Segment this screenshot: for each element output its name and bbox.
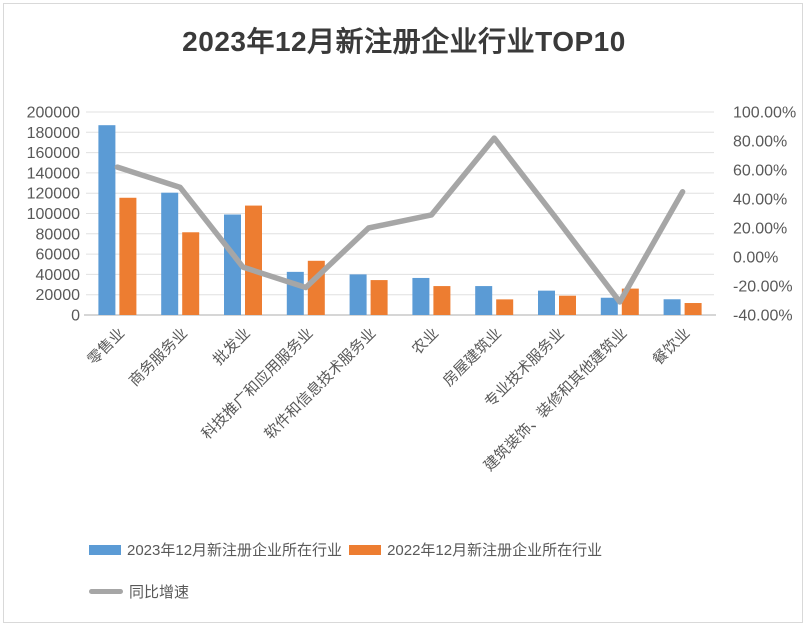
bar-2023	[600, 297, 618, 315]
x-axis-category-label: 餐饮业	[650, 325, 694, 369]
legend-label-2023: 2023年12月新注册企业所在行业	[127, 542, 343, 559]
x-axis-category-label: 软件和信息技术服务业	[261, 325, 379, 443]
left-axis-tick-label: 140000	[27, 165, 80, 182]
right-axis-tick-label: 40.00%	[733, 192, 787, 209]
x-axis-category-label: 农业	[409, 325, 442, 358]
legend-swatch-2022-bar-icon	[349, 544, 382, 555]
bar-2022	[182, 232, 200, 315]
legend-row-1: 2023年12月新注册企业所在行业 2022年12月新注册企业所在行业	[89, 539, 609, 560]
bar-2022	[119, 197, 137, 315]
bar-2022	[433, 286, 451, 315]
left-axis-tick-label: 180000	[27, 125, 80, 142]
left-axis-tick-label: 60000	[36, 247, 81, 264]
bar-2023	[538, 290, 555, 315]
bar-2022	[559, 295, 576, 315]
bar-2022	[496, 299, 514, 315]
bar-2023	[412, 277, 430, 315]
right-axis-tick-label: 80.00%	[733, 134, 787, 151]
bar-2023	[98, 125, 116, 315]
left-axis-tick-label: 100000	[27, 206, 80, 223]
legend-label-growth: 同比增速	[129, 584, 190, 601]
x-axis-category-label: 科技推广和应用服务业	[198, 324, 317, 443]
bar-2022	[684, 303, 702, 315]
legend-item-2022: 2022年12月新注册企业所在行业	[349, 539, 602, 560]
bar-2022	[245, 205, 262, 315]
left-axis-tick-label: 0	[71, 308, 80, 325]
right-axis-tick-label: -20.00%	[733, 279, 793, 296]
right-axis-tick-label: 100.00%	[733, 105, 796, 122]
legend-item-growth: 同比增速	[89, 581, 189, 602]
x-axis-category-label: 零售业	[84, 325, 128, 369]
x-axis-category-label: 房屋建筑业	[440, 325, 505, 390]
legend-row-2: 同比增速	[89, 581, 609, 602]
bar-2023	[286, 271, 304, 315]
left-axis-tick-label: 200000	[27, 105, 80, 122]
legend-label-2022: 2022年12月新注册企业所在行业	[387, 542, 603, 559]
left-axis-tick-label: 40000	[36, 267, 81, 284]
bar-2023	[475, 286, 493, 315]
right-axis-tick-label: 20.00%	[733, 221, 787, 238]
left-axis-tick-label: 80000	[36, 226, 81, 243]
right-axis-tick-label: 0.00%	[733, 250, 778, 267]
right-axis-tick-label: 60.00%	[733, 163, 787, 180]
left-axis-tick-label: 160000	[27, 145, 80, 162]
bar-2023	[224, 214, 241, 315]
bar-2022	[370, 280, 388, 315]
left-axis-tick-label: 120000	[27, 186, 80, 203]
legend-swatch-growth-line-icon	[89, 589, 123, 594]
x-axis-category-label: 批发业	[210, 325, 254, 369]
legend: 2023年12月新注册企业所在行业 2022年12月新注册企业所在行业 同比增速	[89, 539, 609, 623]
x-axis-category-label: 商务服务业	[126, 325, 191, 390]
right-axis-tick-label: -40.00%	[733, 308, 793, 325]
bar-2023	[663, 299, 681, 315]
chart-title: 2023年12月新注册企业行业TOP10	[182, 26, 626, 57]
legend-swatch-2023-bar-icon	[89, 544, 121, 555]
bar-2023	[161, 192, 179, 315]
bar-2023	[349, 274, 367, 315]
left-axis-tick-label: 20000	[36, 287, 81, 304]
legend-item-2023: 2023年12月新注册企业所在行业	[89, 539, 342, 560]
growth-line	[114, 135, 686, 305]
